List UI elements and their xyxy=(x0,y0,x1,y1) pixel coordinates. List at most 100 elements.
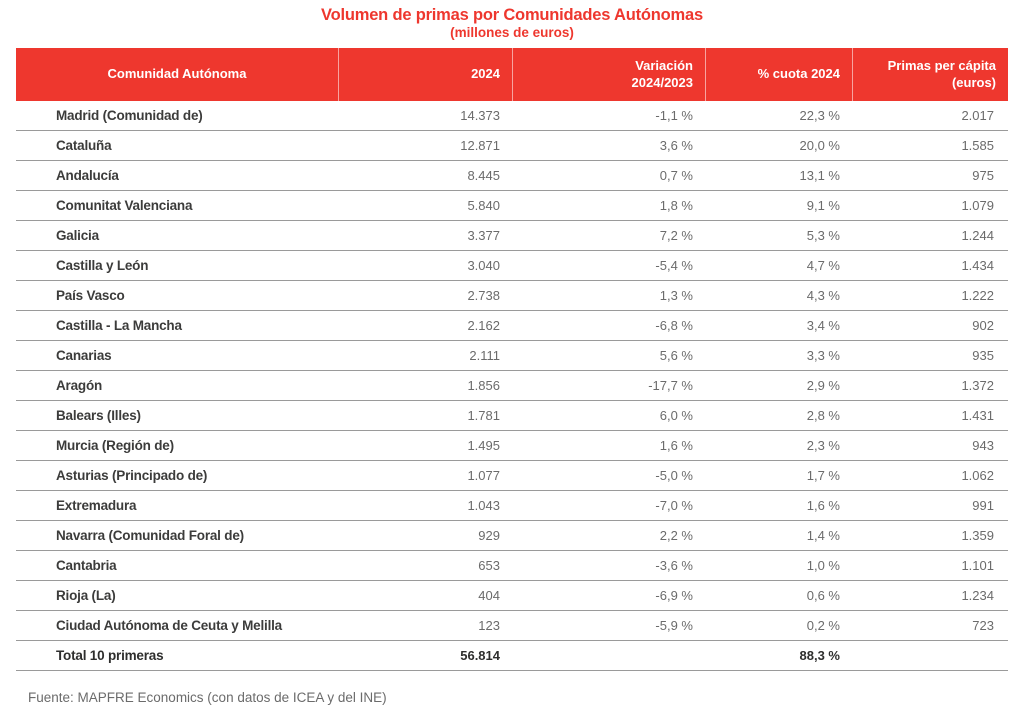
per-capita-cell: 1.079 xyxy=(961,198,994,213)
share-cell: 22,3 % xyxy=(799,108,840,123)
region-name-cell: Navarra (Comunidad Foral de) xyxy=(56,528,244,543)
per-capita-cell: 935 xyxy=(972,348,994,363)
per-capita-cell: 1.062 xyxy=(961,468,994,483)
premiums-2024-cell: 3.377 xyxy=(467,228,500,243)
variation-cell: 2,2 % xyxy=(659,528,693,543)
header-2024-label: 2024 xyxy=(471,66,500,82)
share-cell: 4,3 % xyxy=(806,288,840,303)
header-region: Comunidad Autónoma xyxy=(107,66,247,82)
region-name-cell: Balears (Illes) xyxy=(56,408,141,423)
variation-cell: 0,7 % xyxy=(659,168,693,183)
premiums-2024-cell: 2.738 xyxy=(467,288,500,303)
premiums-2024-cell: 1.043 xyxy=(467,498,500,513)
variation-cell: -5,4 % xyxy=(655,258,693,273)
premiums-table: Comunidad Autónoma 2024 Variación 2024/2… xyxy=(16,48,1008,671)
per-capita-cell: 1.222 xyxy=(961,288,994,303)
table-row: Castilla - La Mancha 2.162 -6,8 % 3,4 % … xyxy=(16,311,1008,341)
share-cell: 3,3 % xyxy=(806,348,840,363)
per-capita-cell: 1.244 xyxy=(961,228,994,243)
table-row: Ciudad Autónoma de Ceuta y Melilla 123 -… xyxy=(16,611,1008,641)
per-capita-cell: 2.017 xyxy=(961,108,994,123)
region-name-cell: Madrid (Comunidad de) xyxy=(56,108,203,123)
premiums-2024-cell: 12.871 xyxy=(460,138,500,153)
share-cell: 1,7 % xyxy=(806,468,840,483)
variation-cell: -7,0 % xyxy=(655,498,693,513)
per-capita-cell: 1.372 xyxy=(961,378,994,393)
premiums-2024-cell: 404 xyxy=(478,588,500,603)
region-name-cell: Murcia (Región de) xyxy=(56,438,174,453)
table-row: Navarra (Comunidad Foral de) 929 2,2 % 1… xyxy=(16,521,1008,551)
premiums-2024-cell: 123 xyxy=(478,618,500,633)
share-cell: 0,2 % xyxy=(806,618,840,633)
premiums-2024-cell: 929 xyxy=(478,528,500,543)
share-cell: 5,3 % xyxy=(806,228,840,243)
per-capita-cell: 1.434 xyxy=(961,258,994,273)
region-name-cell: Aragón xyxy=(56,378,103,393)
table-row: Aragón 1.856 -17,7 % 2,9 % 1.372 xyxy=(16,371,1008,401)
header-variation-line2: 2024/2023 xyxy=(631,74,693,90)
table-row: País Vasco 2.738 1,3 % 4,3 % 1.222 xyxy=(16,281,1008,311)
variation-cell: 1,6 % xyxy=(659,438,693,453)
table-row: Cantabria 653 -3,6 % 1,0 % 1.101 xyxy=(16,551,1008,581)
share-cell: 2,9 % xyxy=(806,378,840,393)
region-name-cell: Cantabria xyxy=(56,558,117,573)
total-share-cell: 88,3 % xyxy=(799,648,840,663)
total-label-cell: Total 10 primeras xyxy=(56,648,164,663)
table-row: Canarias 2.111 5,6 % 3,3 % 935 xyxy=(16,341,1008,371)
share-cell: 1,6 % xyxy=(806,498,840,513)
header-per-capita: Primas per cápita (euros) xyxy=(852,48,1008,101)
premiums-2024-cell: 3.040 xyxy=(467,258,500,273)
per-capita-cell: 1.585 xyxy=(961,138,994,153)
share-cell: 4,7 % xyxy=(806,258,840,273)
premiums-2024-cell: 1.781 xyxy=(467,408,500,423)
per-capita-cell: 1.359 xyxy=(961,528,994,543)
per-capita-cell: 723 xyxy=(972,618,994,633)
share-cell: 3,4 % xyxy=(806,318,840,333)
header-variation-line1: Variación xyxy=(635,57,693,73)
share-cell: 0,6 % xyxy=(806,588,840,603)
share-cell: 13,1 % xyxy=(799,168,840,183)
region-name-cell: Ciudad Autónoma de Ceuta y Melilla xyxy=(56,618,282,633)
table-body: Madrid (Comunidad de) 14.373 -1,1 % 22,3… xyxy=(16,101,1008,641)
variation-cell: 6,0 % xyxy=(659,408,693,423)
header-per-capita-line1: Primas per cápita xyxy=(887,57,996,73)
variation-cell: 7,2 % xyxy=(659,228,693,243)
premiums-2024-cell: 14.373 xyxy=(460,108,500,123)
header-2024: 2024 xyxy=(338,48,512,101)
region-name-cell: Galicia xyxy=(56,228,99,243)
region-name-cell: Castilla - La Mancha xyxy=(56,318,182,333)
region-name-cell: Canarias xyxy=(56,348,112,363)
per-capita-cell: 902 xyxy=(972,318,994,333)
table-total-row: Total 10 primeras 56.814 88,3 % xyxy=(16,641,1008,671)
region-name-cell: Comunitat Valenciana xyxy=(56,198,193,213)
total-premiums-2024-cell: 56.814 xyxy=(460,648,500,663)
variation-cell: 1,8 % xyxy=(659,198,693,213)
table-header-row: Comunidad Autónoma 2024 Variación 2024/2… xyxy=(16,48,1008,101)
share-cell: 9,1 % xyxy=(806,198,840,213)
header-share-label: % cuota 2024 xyxy=(757,66,840,82)
variation-cell: -5,9 % xyxy=(655,618,693,633)
region-name-cell: País Vasco xyxy=(56,288,125,303)
region-name-cell: Asturias (Principado de) xyxy=(56,468,208,483)
premiums-2024-cell: 653 xyxy=(478,558,500,573)
per-capita-cell: 1.431 xyxy=(961,408,994,423)
variation-cell: -5,0 % xyxy=(655,468,693,483)
page-subtitle: (millones de euros) xyxy=(450,25,574,40)
table-row: Cataluña 12.871 3,6 % 20,0 % 1.585 xyxy=(16,131,1008,161)
premiums-2024-cell: 1.077 xyxy=(467,468,500,483)
region-name-cell: Extremadura xyxy=(56,498,137,513)
variation-cell: 5,6 % xyxy=(659,348,693,363)
region-name-cell: Andalucía xyxy=(56,168,119,183)
header-variation: Variación 2024/2023 xyxy=(512,48,705,101)
table-row: Balears (Illes) 1.781 6,0 % 2,8 % 1.431 xyxy=(16,401,1008,431)
table-row: Madrid (Comunidad de) 14.373 -1,1 % 22,3… xyxy=(16,101,1008,131)
table-row: Castilla y León 3.040 -5,4 % 4,7 % 1.434 xyxy=(16,251,1008,281)
premiums-2024-cell: 8.445 xyxy=(467,168,500,183)
region-name-cell: Rioja (La) xyxy=(56,588,116,603)
variation-cell: 3,6 % xyxy=(659,138,693,153)
share-cell: 2,8 % xyxy=(806,408,840,423)
table-row: Comunitat Valenciana 5.840 1,8 % 9,1 % 1… xyxy=(16,191,1008,221)
share-cell: 20,0 % xyxy=(799,138,840,153)
table-row: Extremadura 1.043 -7,0 % 1,6 % 991 xyxy=(16,491,1008,521)
per-capita-cell: 975 xyxy=(972,168,994,183)
